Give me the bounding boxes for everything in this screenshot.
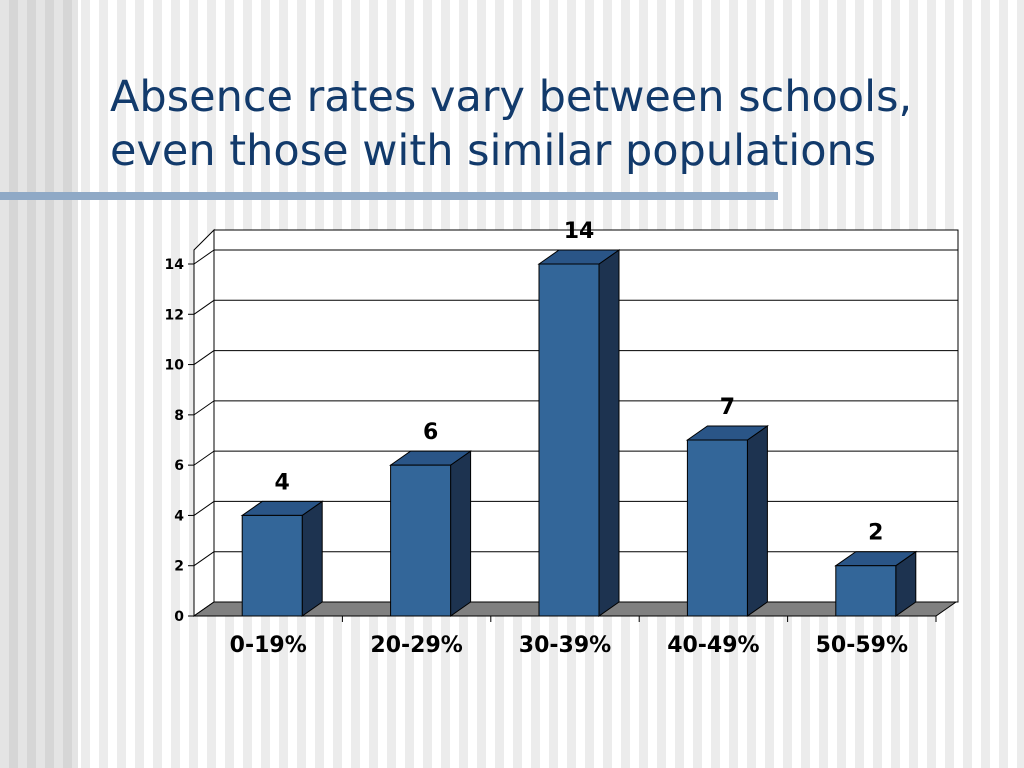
slide-title: Absence rates vary between schools, even… — [110, 70, 990, 178]
x-tick-label: 50-59% — [816, 633, 908, 658]
x-tick-label: 0-19% — [230, 633, 307, 658]
bar-front — [241, 514, 303, 617]
bar — [240, 500, 324, 617]
chart-side-wall — [193, 228, 215, 617]
bar — [537, 249, 621, 617]
x-tick-label: 20-29% — [370, 633, 462, 658]
gridline-depth — [193, 501, 215, 516]
x-tick-label: 40-49% — [667, 633, 759, 658]
bar — [389, 450, 473, 617]
y-tick-label: 10 — [165, 358, 185, 374]
bar-front — [538, 263, 600, 617]
chart-labels: 4 0-19% 6 20-29% 14 30-39% 7 40-49% 2 50-59% — [230, 219, 908, 658]
gridline-depth — [193, 400, 215, 416]
data-label: 2 — [868, 521, 883, 546]
chart-bars — [240, 249, 918, 617]
y-tick-label: 6 — [174, 458, 184, 474]
bar-side — [301, 500, 323, 617]
title-divider — [0, 192, 778, 200]
gridline-depth — [193, 551, 215, 567]
bar-side — [450, 450, 472, 617]
gridline-depth — [193, 450, 215, 466]
slide-title-line-1: Absence rates vary between schools, — [110, 72, 913, 122]
y-tick-label: 2 — [174, 559, 184, 575]
gridline-depth — [193, 249, 215, 265]
gridline-depth — [193, 299, 215, 315]
data-label: 4 — [275, 470, 290, 495]
y-tick-label: 0 — [174, 609, 184, 625]
bar-front — [390, 464, 452, 617]
slide-title-line-2: even those with similar populations — [110, 126, 877, 176]
data-label: 7 — [720, 395, 735, 420]
bar-front — [686, 439, 748, 617]
bar-side — [598, 249, 620, 617]
bar-side — [746, 425, 768, 617]
y-tick-label: 4 — [174, 508, 184, 524]
y-tick-label: 14 — [165, 257, 185, 273]
y-tick-label: 8 — [174, 408, 184, 424]
gridline-depth — [193, 350, 215, 365]
data-label: 6 — [423, 420, 438, 445]
bar — [685, 425, 769, 617]
x-tick-label: 30-39% — [519, 633, 611, 658]
data-label: 14 — [564, 219, 595, 244]
y-tick-label: 12 — [165, 307, 184, 323]
bar — [834, 550, 918, 617]
slide-background-stripes — [0, 0, 78, 768]
chart-axes: 0 2 4 6 8 10 12 14 — [165, 250, 937, 625]
bar-front — [835, 565, 897, 617]
